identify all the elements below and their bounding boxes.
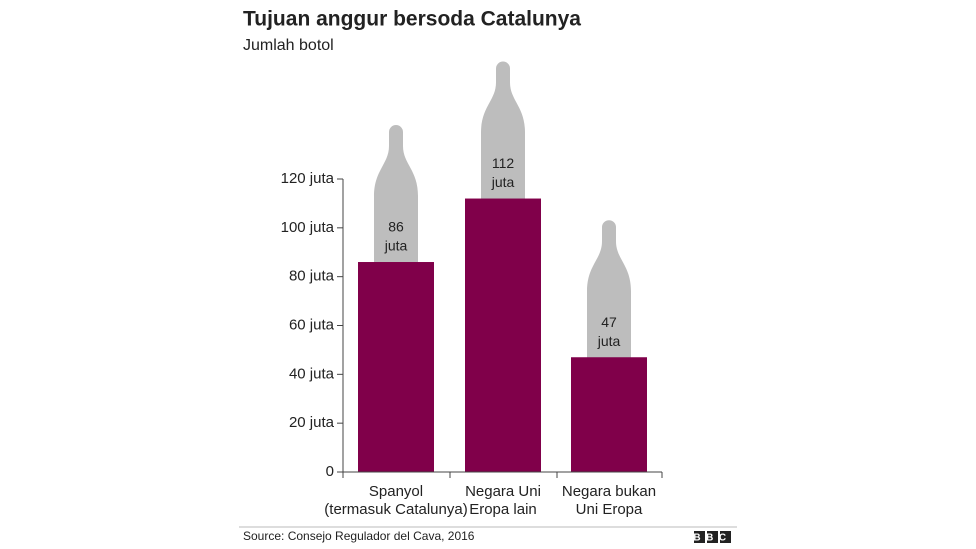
value-label: juta — [597, 333, 621, 349]
logo-box — [720, 531, 731, 543]
x-tick-label: Negara bukan — [562, 483, 656, 500]
logo-box — [694, 531, 705, 543]
x-tick-label: Spanyol — [369, 483, 423, 500]
x-tick-label: Uni Eropa — [576, 501, 643, 518]
bar — [571, 357, 647, 472]
value-label: juta — [491, 174, 515, 190]
chart-subtitle: Jumlah botol — [243, 37, 334, 54]
value-label: 47 — [601, 314, 617, 330]
bottle — [587, 220, 631, 360]
y-tick-label: 120 juta — [281, 170, 335, 187]
x-tick-label: (termasuk Catalunya) — [324, 501, 467, 518]
bottle — [374, 125, 418, 265]
y-tick-label: 0 — [326, 463, 334, 480]
logo-box — [707, 531, 718, 543]
bottle — [481, 61, 525, 201]
y-tick-label: 20 juta — [289, 414, 335, 431]
y-tick-label: 60 juta — [289, 316, 335, 333]
x-tick-label: Eropa lain — [469, 501, 537, 518]
chart-title: Tujuan anggur bersoda Catalunya — [243, 8, 581, 31]
logo: BBC — [693, 531, 731, 544]
y-tick-label: 100 juta — [281, 219, 335, 236]
x-tick-label: Negara Uni — [465, 483, 541, 500]
y-tick-label: 80 juta — [289, 268, 335, 285]
value-label: 86 — [388, 219, 404, 235]
bar — [465, 198, 541, 473]
source: Source: Consejo Regulador del Cava, 2016 — [243, 529, 475, 543]
value-label: juta — [384, 238, 408, 254]
value-label: 112 — [492, 155, 515, 171]
logo-text: BBC — [693, 533, 731, 544]
bar — [358, 262, 434, 472]
y-tick-label: 40 juta — [289, 365, 335, 382]
